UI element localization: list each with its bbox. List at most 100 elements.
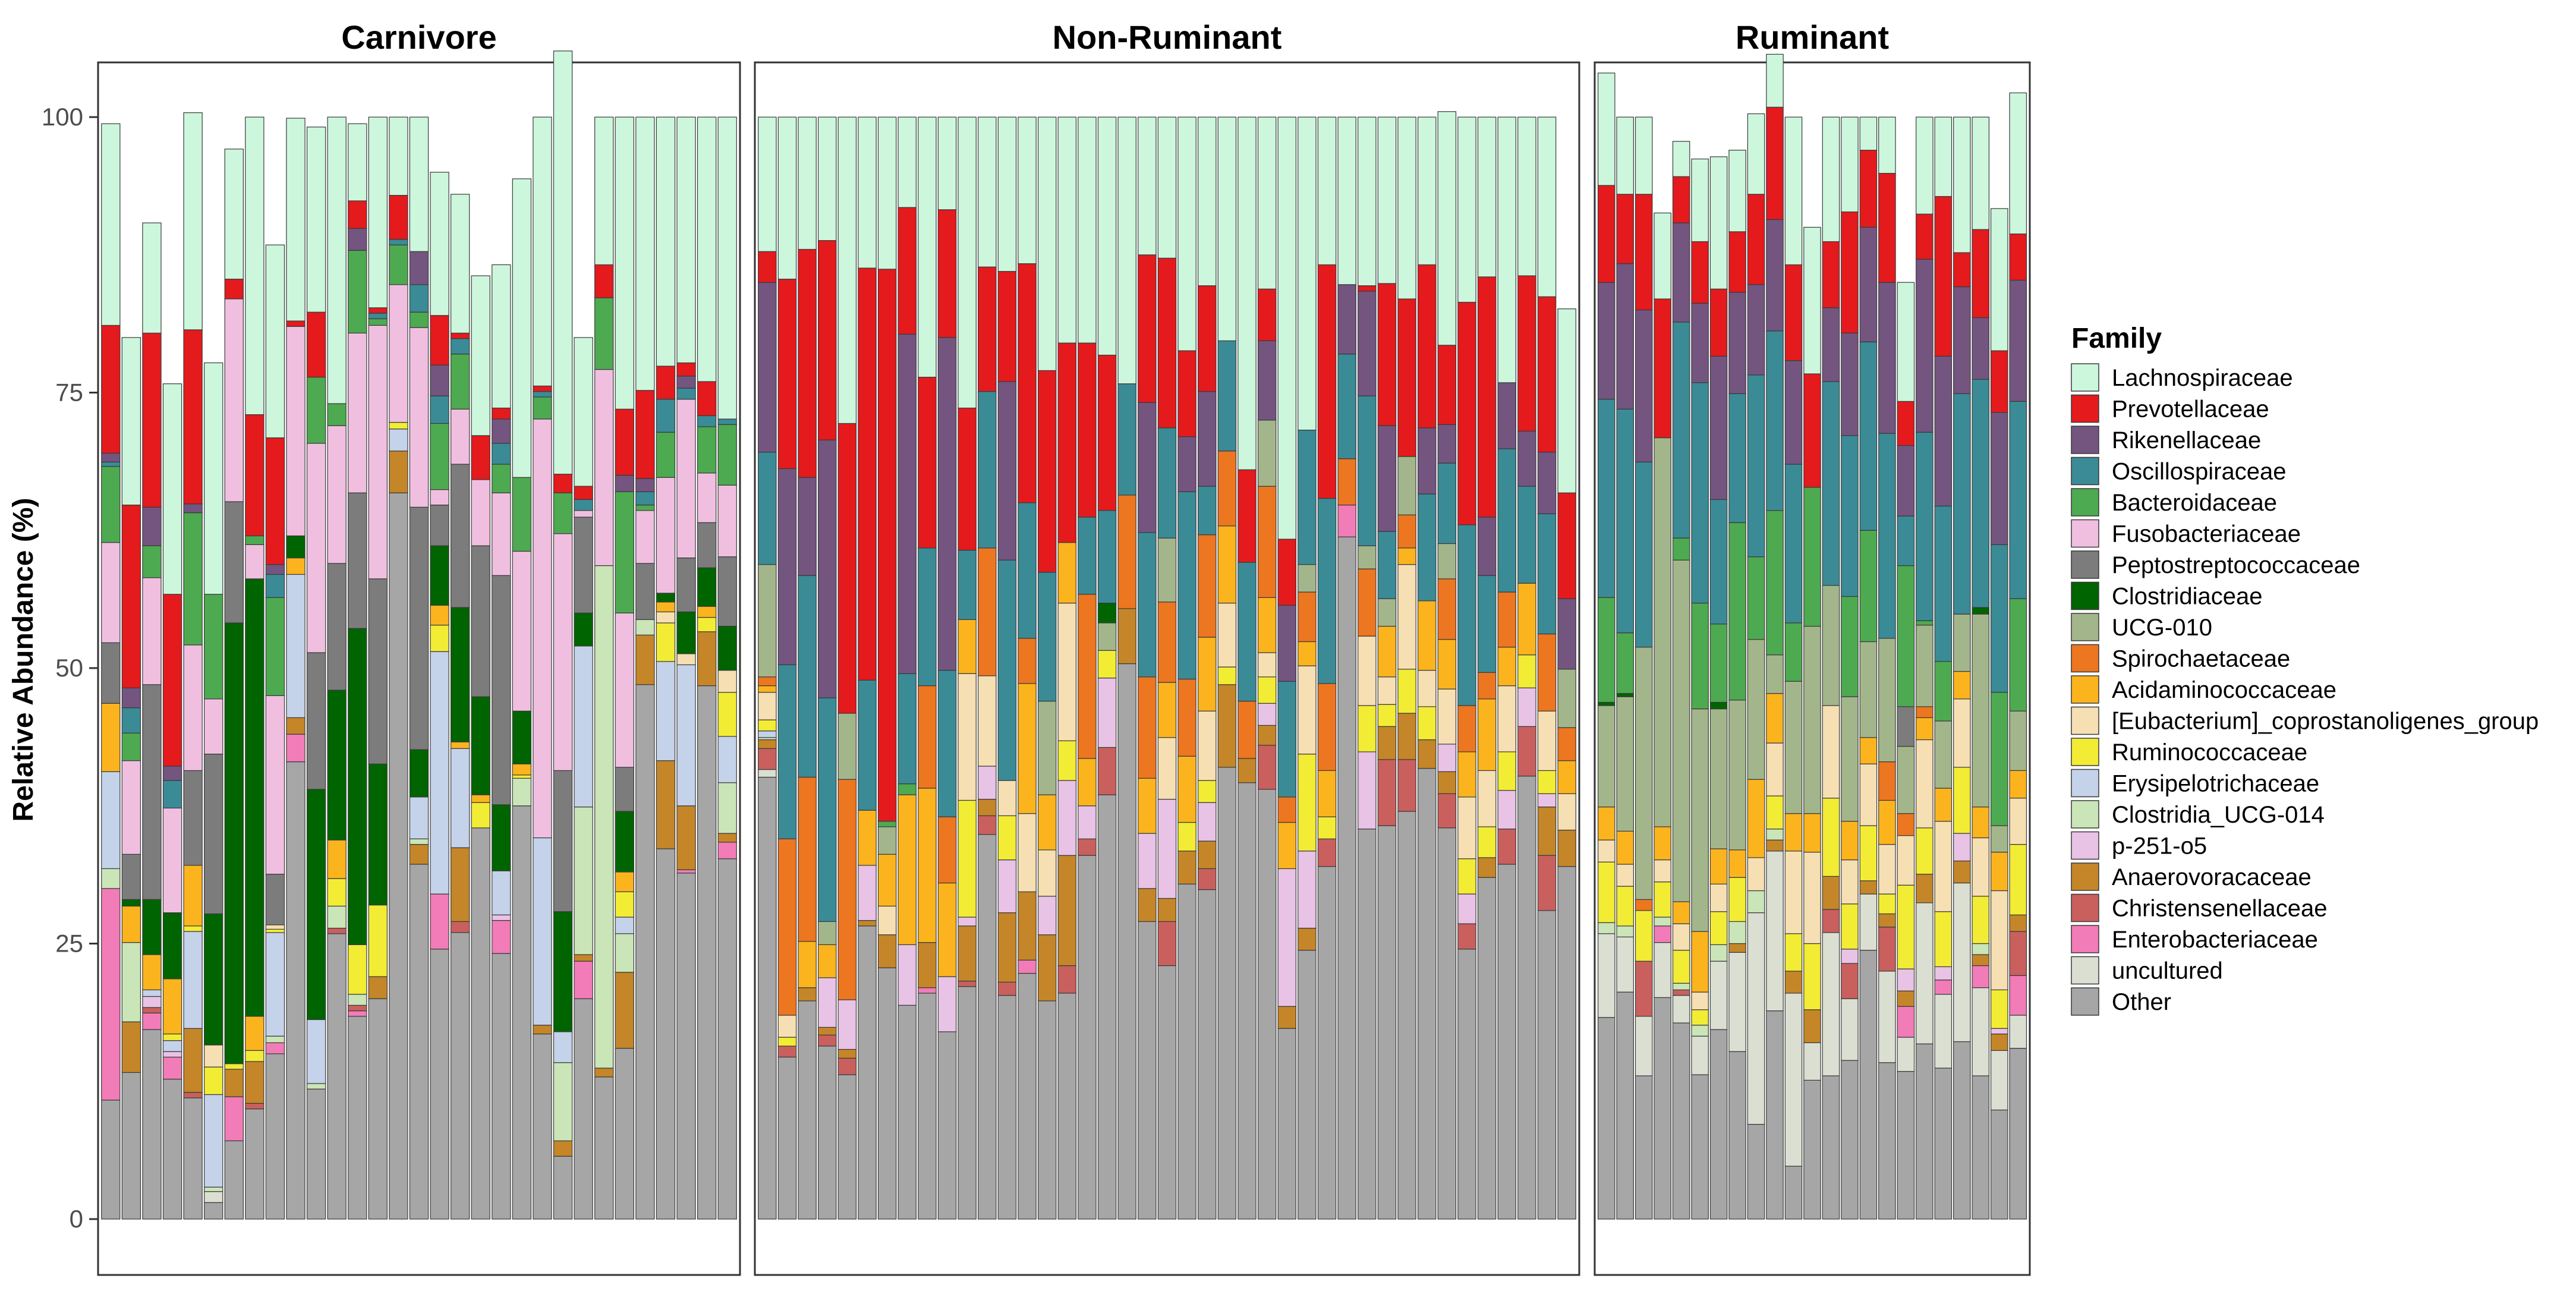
bar-segment — [1766, 330, 1784, 511]
bar-segment — [471, 479, 490, 546]
bar-segment — [758, 692, 777, 720]
facet-title: Non-Ruminant — [1053, 18, 1282, 56]
bar-segment — [1691, 931, 1709, 993]
bar-segment — [327, 116, 347, 404]
bar-segment — [2009, 598, 2027, 711]
bar-segment — [1277, 681, 1297, 798]
bar-segment — [615, 491, 634, 613]
bar-segment — [1672, 923, 1690, 951]
bar-segment — [224, 622, 244, 1065]
bar-segment — [1157, 898, 1177, 922]
bar-segment — [1991, 989, 2008, 1029]
bar-segment — [1991, 1028, 2008, 1035]
bar-segment — [265, 1035, 285, 1043]
bar-segment — [121, 942, 141, 1022]
bar-segment — [1672, 176, 1690, 223]
bar-segment — [656, 848, 676, 1220]
bar-segment — [717, 625, 737, 671]
bar-segment — [183, 1097, 203, 1220]
bar-segment — [877, 116, 897, 270]
bar-segment — [1457, 923, 1476, 950]
bar-segment — [1897, 835, 1915, 886]
sample-bar — [1457, 116, 1476, 1220]
bar-segment — [676, 869, 696, 874]
bar-segment — [837, 999, 857, 1050]
bar-segment — [1177, 821, 1196, 852]
bar-segment — [1728, 877, 1746, 922]
sample-bar — [1217, 116, 1237, 1220]
bar-segment — [1397, 713, 1416, 760]
bar-segment — [1517, 116, 1536, 276]
bar-segment — [1841, 116, 1859, 213]
bar-segment — [1138, 116, 1157, 256]
bar-segment — [1784, 1166, 1803, 1220]
sample-bar — [758, 116, 777, 1220]
bar-segment — [2009, 710, 2027, 772]
bar-segment — [635, 491, 655, 506]
bar-segment — [1597, 1017, 1615, 1220]
bar-segment — [1078, 594, 1097, 759]
bar-segment — [717, 670, 737, 693]
sample-bar — [656, 116, 676, 1220]
bar-segment — [1878, 638, 1896, 763]
bar-segment — [656, 593, 676, 603]
legend-item: Enterobacteriaceae — [2071, 925, 2318, 953]
bar-segment — [1477, 575, 1497, 673]
bar-segment — [245, 544, 264, 580]
bar-segment — [348, 123, 367, 201]
bar-segment — [1497, 685, 1517, 752]
bar-segment — [553, 1140, 573, 1157]
bar-segment — [1822, 705, 1840, 799]
bar-segment — [1557, 866, 1576, 1220]
bar-segment — [389, 284, 408, 423]
bar-segment — [1138, 777, 1157, 834]
bar-segment — [1859, 226, 1878, 342]
bar-segment — [1037, 896, 1057, 936]
bar-segment — [286, 557, 306, 575]
bar-segment — [1537, 793, 1557, 808]
bar-segment — [1916, 259, 1933, 433]
sample-bar — [2009, 92, 2027, 1220]
bar-segment — [1859, 641, 1878, 738]
bar-segment — [2009, 279, 2027, 402]
bar-segment — [1654, 298, 1671, 439]
bar-segment — [1237, 782, 1256, 1220]
bar-segment — [245, 1061, 264, 1104]
bar-segment — [758, 282, 777, 453]
bar-segment — [1358, 751, 1377, 830]
bar-segment — [1517, 582, 1536, 656]
sample-bar — [777, 116, 797, 1220]
bar-segment — [1397, 564, 1416, 670]
legend-item: Ruminococcaceae — [2071, 738, 2307, 766]
bar-segment — [777, 468, 797, 666]
bar-segment — [978, 391, 997, 549]
bar-segment — [183, 925, 203, 932]
bar-segment — [1654, 881, 1671, 918]
bar-segment — [1177, 851, 1196, 884]
bar-segment — [1916, 116, 1933, 215]
bar-segment — [1257, 789, 1277, 1220]
bar-segment — [204, 1186, 223, 1192]
bar-segment — [635, 478, 655, 492]
bar-segment — [512, 763, 532, 776]
legend-label: Erysipelotrichaceae — [2112, 771, 2319, 797]
bar-segment — [918, 376, 937, 549]
bar-segment — [897, 783, 917, 795]
bar-segment — [798, 116, 817, 250]
bar-segment — [1616, 263, 1634, 410]
bar-segment — [877, 934, 897, 968]
bar-segment — [1477, 672, 1497, 700]
bar-segment — [1897, 1006, 1915, 1038]
sample-bar — [409, 116, 429, 1220]
legend-swatch — [2071, 987, 2099, 1016]
bar-segment — [1597, 597, 1615, 703]
bar-segment — [1672, 950, 1690, 984]
bar-segment — [1616, 116, 1634, 195]
legend-item: Clostridia_UCG-014 — [2071, 800, 2325, 829]
bar-segment — [594, 264, 614, 298]
bar-segment — [858, 679, 877, 811]
bar-segment — [1198, 802, 1217, 842]
bar-segment — [777, 1056, 797, 1220]
bar-segment — [1018, 638, 1037, 684]
bar-segment — [1709, 499, 1728, 625]
